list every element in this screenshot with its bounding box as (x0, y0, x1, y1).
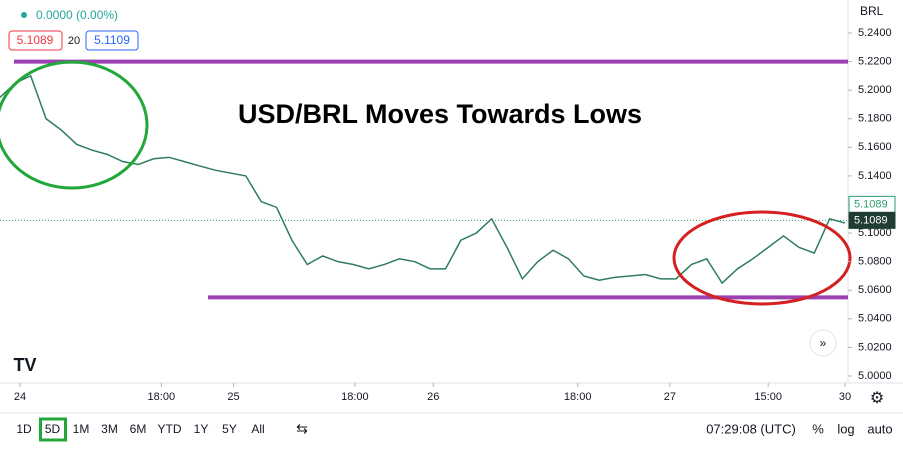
price-label: 5.1089 (854, 198, 888, 210)
ask: 5.1109 (94, 33, 130, 47)
y-tick-label: 5.1800 (858, 113, 892, 125)
price-label: 5.1089 (854, 214, 888, 226)
x-tick-label: 18:00 (341, 391, 369, 403)
highlight-ellipse (0, 60, 149, 190)
ask-box (85, 30, 139, 51)
bid: 5.1089 (17, 33, 54, 47)
x-tick-label: 24 (14, 391, 26, 403)
range-button[interactable]: 5Y (222, 422, 237, 436)
range-button[interactable]: YTD (158, 422, 182, 436)
annotation-title: USD/BRL Moves Towards Lows (238, 99, 642, 129)
settings-icon[interactable]: ⚙ (870, 390, 884, 407)
status-dot (21, 12, 27, 18)
price-line-series (0, 74, 846, 285)
y-tick-label: 5.0000 (858, 370, 892, 382)
y-tick-label: 5.2200 (858, 55, 892, 67)
scroll-button[interactable] (809, 329, 837, 357)
range-button[interactable]: All (251, 422, 264, 436)
axis-option[interactable]: % (812, 421, 824, 436)
clock: 07:29:08 (UTC) (706, 421, 796, 436)
y-tick-label: 5.1400 (858, 170, 892, 182)
range-button[interactable]: 1Y (194, 422, 209, 436)
x-tick-label: 30 (839, 391, 851, 403)
range-button[interactable]: 6M (130, 422, 147, 436)
x-tick-label: 25 (227, 391, 239, 403)
currency[interactable]: BRL (860, 4, 884, 18)
y-tick-label: 5.2400 (858, 27, 892, 39)
y-tick-label: 5.1600 (858, 141, 892, 153)
active-range (39, 417, 67, 442)
axis-option[interactable]: log (837, 421, 854, 436)
bid-box (8, 30, 63, 51)
range-button[interactable]: 1M (73, 422, 90, 436)
change: 0.0000 (0.00%) (36, 8, 118, 22)
plot (0, 59, 848, 300)
range-button[interactable]: 5D (45, 422, 61, 436)
x-tick-label: 27 (664, 391, 676, 403)
x-tick-label: 18:00 (148, 391, 176, 403)
y-tick-label: 5.0200 (858, 341, 892, 353)
spread: 20 (68, 35, 80, 47)
logo: TV (13, 355, 36, 375)
compare-icon[interactable]: ⇆ (296, 421, 308, 437)
price-label-box (848, 211, 896, 229)
x-tick-label: 18:00 (564, 391, 592, 403)
y-tick-label: 5.0600 (858, 284, 892, 296)
y-tick-label: 5.0400 (858, 313, 892, 325)
range-button[interactable]: 3M (101, 422, 118, 436)
toolbar: 1D 5D 1M 3M 6M YTD 1Y 5Y All% log auto (16, 417, 893, 442)
axis-option[interactable]: auto (867, 421, 892, 436)
x-tick-label: 15:00 (754, 391, 782, 403)
y-tick-label: 5.2000 (858, 84, 892, 96)
y-tick-label: 5.1000 (858, 227, 892, 239)
y-tick-label: 5.0800 (858, 256, 892, 268)
highlight-ellipse (672, 210, 852, 306)
range-button[interactable]: 1D (16, 422, 32, 436)
scroll-icon[interactable]: » (820, 336, 827, 350)
x-tick-label: 26 (427, 391, 439, 403)
